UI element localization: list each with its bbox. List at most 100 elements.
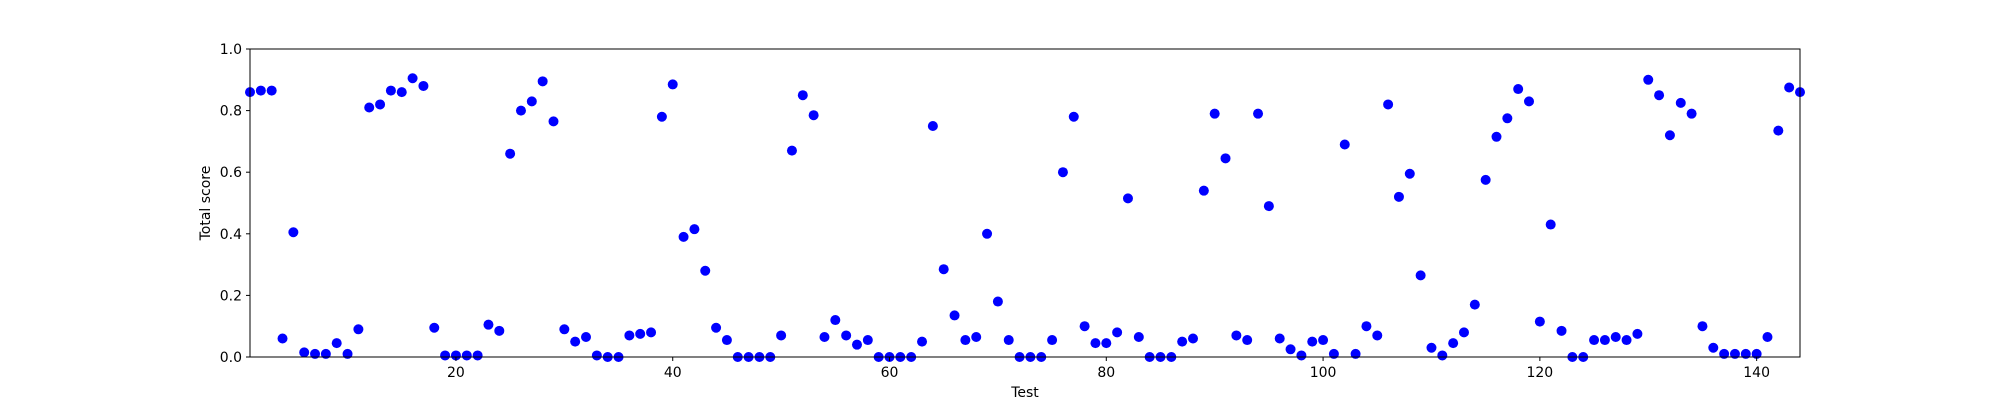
data-point <box>1122 193 1133 204</box>
data-point <box>1599 335 1610 346</box>
data-point <box>982 228 993 239</box>
data-point <box>559 324 570 335</box>
data-point <box>418 80 429 91</box>
data-point <box>407 73 418 84</box>
data-point <box>819 331 830 342</box>
data-point <box>689 224 700 235</box>
data-point <box>461 350 472 361</box>
data-point <box>646 327 657 338</box>
y-tick-label: 1.0 <box>220 42 242 58</box>
data-point <box>1068 111 1079 122</box>
data-point <box>299 347 310 358</box>
data-point <box>1686 108 1697 119</box>
data-point <box>537 76 548 87</box>
data-point <box>1133 331 1144 342</box>
data-point <box>667 79 678 90</box>
data-point <box>1112 327 1123 338</box>
data-point <box>1350 348 1361 359</box>
data-point <box>938 264 949 275</box>
data-point <box>385 85 396 96</box>
data-point <box>1361 321 1372 332</box>
data-point <box>1404 168 1415 179</box>
data-point <box>1448 338 1459 349</box>
data-point <box>1188 333 1199 344</box>
data-point <box>1209 108 1220 119</box>
y-axis-ticks: 0.0 0.2 0.4 0.6 0.8 1.0 <box>220 42 250 366</box>
data-point <box>1556 325 1567 336</box>
data-point <box>1708 342 1719 353</box>
data-point <box>310 348 321 359</box>
data-point <box>266 85 277 96</box>
data-point <box>992 296 1003 307</box>
data-point <box>1057 167 1068 178</box>
data-point <box>1643 74 1654 85</box>
data-point <box>1328 348 1339 359</box>
data-point <box>450 350 461 361</box>
data-point <box>917 336 928 347</box>
data-point <box>1274 333 1285 344</box>
data-point <box>1534 316 1545 327</box>
plot-frame <box>249 48 1801 358</box>
data-point <box>635 328 646 339</box>
data-point <box>440 350 451 361</box>
data-point <box>581 331 592 342</box>
data-point <box>548 116 559 127</box>
data-point <box>1458 327 1469 338</box>
data-point <box>255 85 266 96</box>
data-point <box>721 335 732 346</box>
y-tick-label: 0.6 <box>220 165 242 181</box>
data-point <box>700 265 711 276</box>
data-point <box>331 338 342 349</box>
data-point <box>1296 350 1307 361</box>
y-axis-label: Total score <box>198 166 214 242</box>
data-point <box>505 148 516 159</box>
data-point <box>1773 125 1784 136</box>
data-point <box>1480 174 1491 185</box>
data-point <box>841 330 852 341</box>
x-axis-label: Test <box>1010 385 1039 400</box>
data-point <box>927 121 938 131</box>
data-point <box>375 99 386 110</box>
data-point <box>1654 90 1665 101</box>
x-tick-label: 60 <box>881 365 899 381</box>
data-point <box>1469 299 1480 310</box>
data-point <box>1318 335 1329 346</box>
data-point <box>949 310 960 321</box>
data-point <box>288 227 299 238</box>
data-point <box>851 339 862 350</box>
data-point <box>1697 321 1708 332</box>
data-point <box>1751 348 1762 359</box>
y-tick-label: 0.0 <box>220 350 242 366</box>
data-point <box>1383 99 1394 110</box>
x-tick-label: 40 <box>664 365 682 381</box>
x-tick-label: 140 <box>1743 365 1770 381</box>
data-point <box>776 330 787 341</box>
data-point <box>515 105 526 116</box>
data-point <box>1177 336 1188 347</box>
data-point <box>1339 139 1350 150</box>
data-point <box>1231 330 1242 341</box>
x-tick-label: 120 <box>1526 365 1553 381</box>
data-point <box>786 145 797 156</box>
data-point <box>1491 131 1502 142</box>
data-point <box>1198 185 1209 196</box>
data-point <box>808 110 819 121</box>
data-point <box>711 322 722 333</box>
data-point <box>1415 270 1426 281</box>
data-point <box>1003 335 1014 346</box>
data-point <box>1664 130 1675 141</box>
data-point <box>1784 82 1795 93</box>
data-point <box>1621 335 1632 346</box>
data-point <box>1729 348 1740 359</box>
data-point <box>1524 96 1535 107</box>
data-point <box>797 90 808 101</box>
data-point <box>364 102 375 113</box>
data-point <box>1740 348 1751 359</box>
y-tick-label: 0.4 <box>220 227 242 243</box>
data-point <box>1079 321 1090 332</box>
data-point <box>396 87 407 98</box>
data-point <box>320 348 331 359</box>
data-point <box>1719 348 1730 359</box>
data-point <box>1610 331 1621 342</box>
